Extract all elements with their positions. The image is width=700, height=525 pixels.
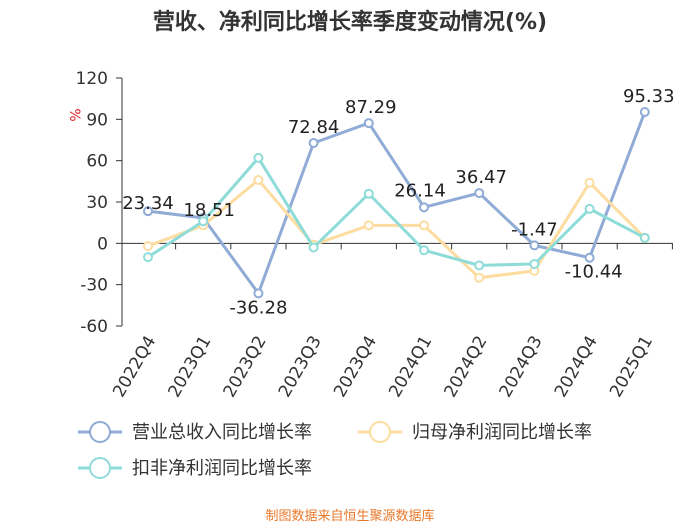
series-line-3 — [147, 156, 646, 267]
series-1-point — [584, 252, 595, 263]
series-1-point — [363, 118, 374, 129]
x-tick-label: 2024Q3 — [496, 333, 547, 401]
x-tick-label: 2023Q3 — [275, 333, 326, 401]
y-tick-label: 120 — [76, 69, 108, 89]
series-1-point — [529, 240, 540, 251]
series-3-point — [308, 242, 319, 253]
series-1-point — [639, 106, 650, 117]
series-3-point — [529, 259, 540, 269]
data-label: 87.29 — [345, 97, 397, 118]
series-3-point — [639, 232, 650, 243]
y-tick-label: 90 — [86, 110, 108, 130]
y-tick-label: 60 — [86, 152, 108, 172]
x-tick-label: 2022Q4 — [109, 333, 160, 401]
series-2-point — [363, 220, 374, 231]
x-tick-label: 2023Q2 — [220, 333, 271, 401]
data-label: -1.47 — [511, 219, 558, 240]
series-2-point — [419, 220, 429, 231]
series-2-point — [584, 177, 595, 188]
series-2-point — [253, 174, 264, 185]
x-tick-label: 2024Q1 — [385, 333, 436, 401]
legend-marker — [89, 457, 111, 479]
series-line-2 — [147, 178, 646, 280]
x-tick-label: 2024Q2 — [440, 333, 491, 401]
legend-item-1: 营业总收入同比增长率 — [78, 421, 312, 443]
series-1-point — [419, 202, 429, 213]
series-lines — [143, 106, 650, 299]
x-tick-label: 2023Q1 — [164, 333, 215, 401]
series-2-point — [143, 241, 153, 252]
series-3-point — [253, 152, 264, 163]
series-3-point — [143, 252, 153, 263]
y-axis-unit-label: % — [66, 108, 82, 121]
legend-marker — [369, 421, 391, 443]
source-note: 制图数据来自恒生聚源数据库 — [265, 509, 435, 524]
series-1-point — [308, 137, 319, 148]
data-label: -36.28 — [229, 297, 287, 318]
y-tick-label: -60 — [80, 317, 108, 337]
data-label: 23.34 — [122, 193, 174, 214]
legend-marker — [89, 421, 111, 443]
data-label: 95.33 — [623, 86, 675, 107]
legend-label: 营业总收入同比增长率 — [132, 422, 312, 443]
series-1-point — [143, 206, 153, 217]
series-3-point — [419, 245, 429, 256]
y-tick-label: 0 — [97, 234, 108, 254]
legend-item-3: 扣非净利润同比增长率 — [78, 457, 312, 479]
y-tick-label: 30 — [86, 193, 108, 213]
y-tick-label: -30 — [80, 276, 108, 296]
series-3-point — [584, 203, 595, 214]
data-label: 18.51 — [183, 200, 235, 221]
data-label: 26.14 — [394, 180, 446, 201]
series-2-point — [474, 272, 485, 283]
legend-label: 归母净利润同比增长率 — [412, 422, 592, 443]
x-tick-label: 2024Q4 — [551, 333, 602, 401]
series-3-point — [474, 260, 485, 271]
series-3-point — [198, 216, 209, 227]
legend-label: 扣非净利润同比增长率 — [132, 458, 312, 479]
data-label: -10.44 — [565, 262, 623, 283]
series-1-point — [253, 288, 264, 299]
series-3-point — [363, 188, 374, 199]
series-1-point — [474, 188, 485, 199]
chart-title: 营收、净利同比增长率季度变动情况(%) — [152, 10, 548, 35]
x-tick-label: 2025Q1 — [606, 333, 657, 401]
series-line-1 — [147, 111, 647, 295]
data-label: 72.84 — [288, 117, 340, 138]
x-tick-label: 2023Q4 — [330, 333, 381, 401]
data-label: 36.47 — [455, 167, 507, 188]
legend-item-2: 归母净利润同比增长率 — [358, 421, 592, 443]
